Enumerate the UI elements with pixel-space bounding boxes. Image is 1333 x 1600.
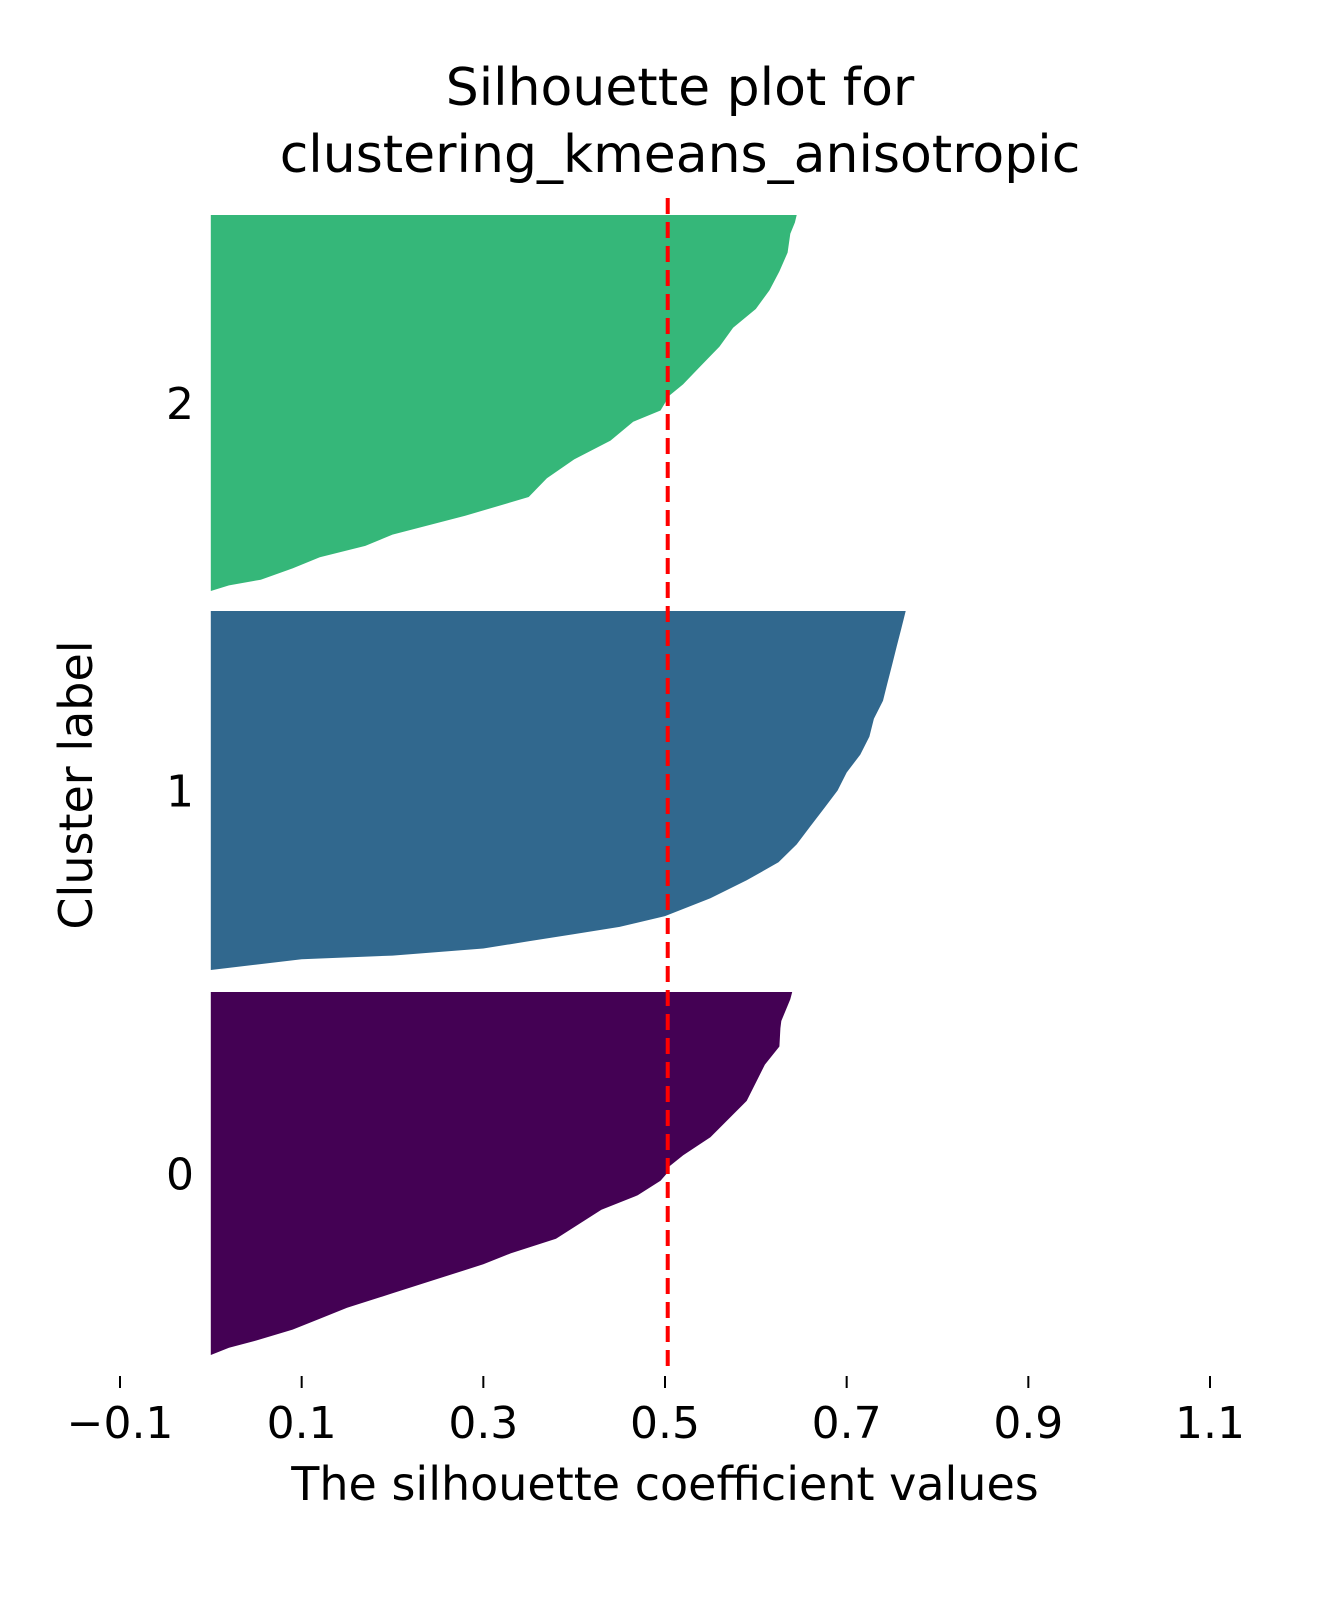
x-axis: −0.1 0.1 0.3 0.5 0.7 0.9 1.1 bbox=[67, 1376, 1245, 1449]
x-tick-label: −0.1 bbox=[67, 1398, 174, 1449]
x-tick-label: 1.1 bbox=[1175, 1398, 1245, 1449]
chart-title-line-1: Silhouette plot for bbox=[446, 58, 915, 118]
x-tick-label: 0.5 bbox=[630, 1398, 700, 1449]
cluster-label-1: 1 bbox=[166, 767, 194, 818]
cluster-1-area bbox=[192, 611, 906, 970]
cluster-2-area bbox=[197, 215, 797, 591]
cluster-labels: 0 1 2 bbox=[166, 379, 194, 1201]
x-axis-label: The silhouette coefficient values bbox=[290, 1457, 1038, 1511]
cluster-label-0: 0 bbox=[166, 1150, 194, 1201]
x-tick-label: 0.9 bbox=[993, 1398, 1063, 1449]
cluster-label-2: 2 bbox=[166, 379, 194, 430]
cluster-areas bbox=[192, 215, 906, 1355]
x-tick-label: 0.3 bbox=[448, 1398, 518, 1449]
chart-title-line-2: clustering_kmeans_anisotropic bbox=[280, 125, 1081, 185]
cluster-0-area bbox=[201, 992, 793, 1355]
x-tick-label: 0.7 bbox=[812, 1398, 882, 1449]
y-axis-label: Cluster label bbox=[49, 640, 103, 929]
x-tick-label: 0.1 bbox=[267, 1398, 337, 1449]
